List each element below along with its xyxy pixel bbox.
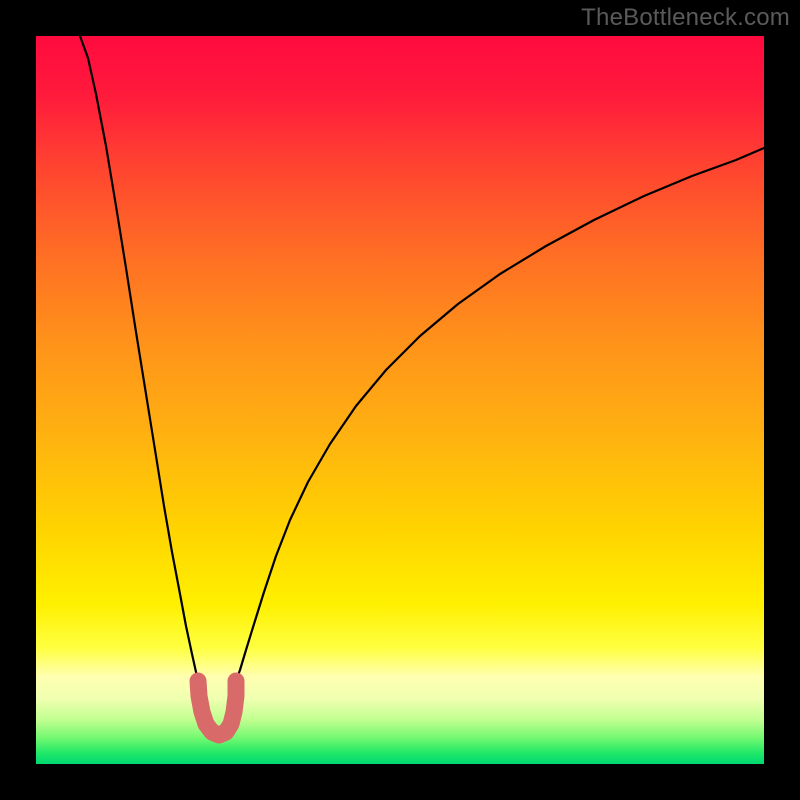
frame-border-left (0, 0, 36, 800)
plot-svg (36, 36, 764, 764)
gradient-background (36, 36, 764, 764)
chart-canvas: TheBottleneck.com (0, 0, 800, 800)
frame-border-bottom (0, 764, 800, 800)
plot-area (36, 36, 764, 764)
frame-border-right (764, 0, 800, 800)
watermark-text: TheBottleneck.com (581, 4, 790, 32)
